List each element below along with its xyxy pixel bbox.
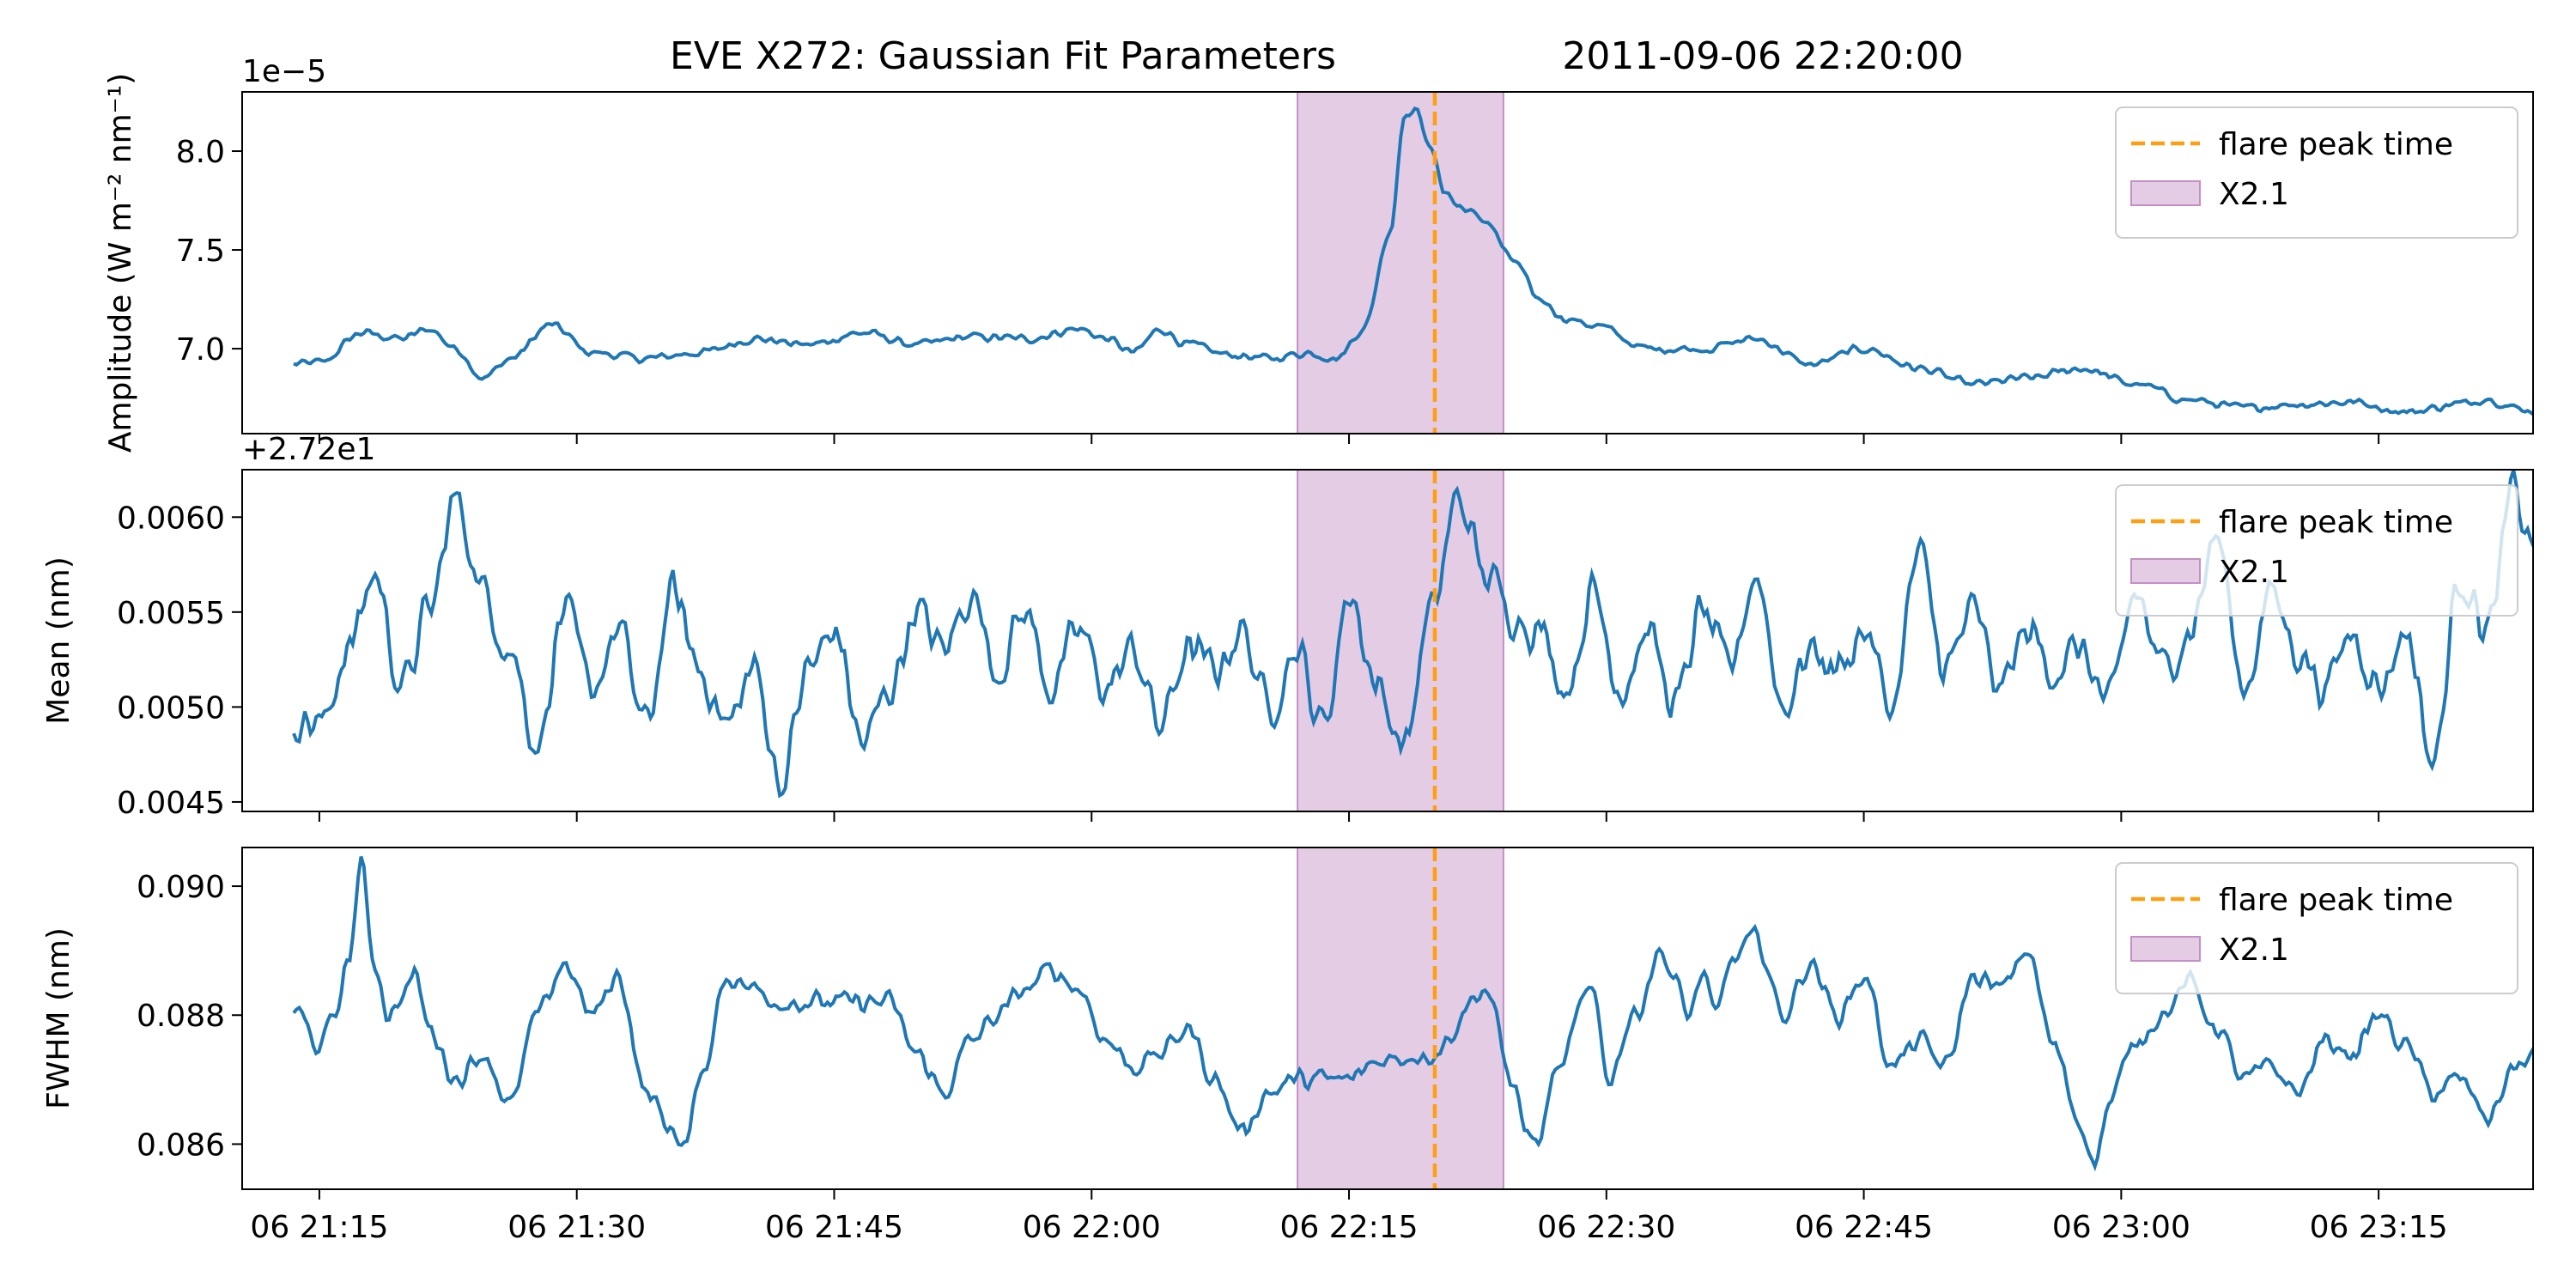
y-tick-label: 0.086 bbox=[137, 1127, 225, 1163]
figure-timestamp: 2011-09-06 22:20:00 bbox=[1562, 34, 1963, 78]
panel-1: 7.0 7.5 8.0 Amplitude (W m⁻² nm⁻¹) 1e−5 flare… bbox=[103, 54, 2534, 453]
y-tick-label: 0.090 bbox=[137, 870, 225, 905]
legend-flare-swatch bbox=[2130, 936, 2201, 962]
y-tick-label: 0.0050 bbox=[117, 690, 225, 726]
x-tick-label: 06 23:15 bbox=[2310, 1210, 2448, 1245]
y-axis-label: FWHM (nm) bbox=[41, 927, 76, 1109]
x-tick-label: 06 22:45 bbox=[1795, 1210, 1933, 1245]
y-tick-label: 7.5 bbox=[176, 234, 225, 269]
x-tick-label: 06 21:15 bbox=[250, 1210, 388, 1245]
data-line bbox=[293, 106, 2533, 416]
flare-span bbox=[1297, 469, 1504, 812]
y-tick-label: 7.0 bbox=[176, 332, 225, 368]
legend-box bbox=[2115, 106, 2518, 239]
offset-text: +2.72e1 bbox=[242, 432, 375, 467]
legend-flare-label: X2.1 bbox=[2219, 555, 2289, 590]
y-axis-label: Amplitude (W m⁻² nm⁻¹) bbox=[103, 73, 138, 453]
legend-peak-label: flare peak time bbox=[2219, 505, 2453, 540]
y-axis-label: Mean (nm) bbox=[41, 556, 76, 725]
x-tick-label: 06 23:00 bbox=[2052, 1210, 2190, 1245]
figure-title: EVE X272: Gaussian Fit Parameters bbox=[670, 34, 1336, 78]
legend-flare-swatch bbox=[2130, 180, 2201, 206]
y-tick-label: 0.0055 bbox=[117, 596, 225, 631]
x-tick-label: 06 22:30 bbox=[1537, 1210, 1675, 1245]
x-tick-label: 06 21:30 bbox=[507, 1210, 646, 1245]
legend-box bbox=[2115, 484, 2518, 617]
legend: flare peak time X2.1 bbox=[2115, 862, 2518, 994]
legend-flare-swatch bbox=[2130, 558, 2201, 584]
legend-peak-label: flare peak time bbox=[2219, 127, 2453, 162]
legend: flare peak time X2.1 bbox=[2115, 106, 2518, 239]
data-line bbox=[292, 856, 2533, 1172]
flare-span bbox=[1297, 847, 1504, 1190]
axes-frame bbox=[241, 469, 2534, 812]
offset-text: 1e−5 bbox=[242, 54, 326, 89]
y-tick-label: 0.088 bbox=[137, 999, 225, 1034]
legend: flare peak time X2.1 bbox=[2115, 484, 2518, 617]
data-line bbox=[292, 470, 2533, 799]
x-tick-label: 06 22:15 bbox=[1280, 1210, 1419, 1245]
panel-2: 0.0045 0.0050 0.0055 0.0060 Mean (nm) +2.72e1… bbox=[41, 432, 2534, 822]
axes-frame bbox=[241, 847, 2534, 1190]
x-tick-label: 06 21:45 bbox=[765, 1210, 903, 1245]
legend-box bbox=[2115, 862, 2518, 994]
panel-3: 0.086 0.088 0.090 06 21:15 06 21:30 06 21:45 0… bbox=[41, 847, 2534, 1245]
panels: 7.0 7.5 8.0 Amplitude (W m⁻² nm⁻¹) 1e−5 flare… bbox=[41, 54, 2534, 1245]
y-tick-label: 8.0 bbox=[176, 135, 225, 170]
y-tick-label: 0.0060 bbox=[117, 501, 225, 536]
x-tick-label: 06 22:00 bbox=[1023, 1210, 1161, 1245]
legend-peak-label: flare peak time bbox=[2219, 883, 2453, 918]
legend-flare-label: X2.1 bbox=[2219, 933, 2289, 968]
legend-flare-label: X2.1 bbox=[2219, 177, 2289, 212]
axes-frame bbox=[241, 91, 2534, 434]
y-tick-label: 0.0045 bbox=[117, 786, 225, 821]
